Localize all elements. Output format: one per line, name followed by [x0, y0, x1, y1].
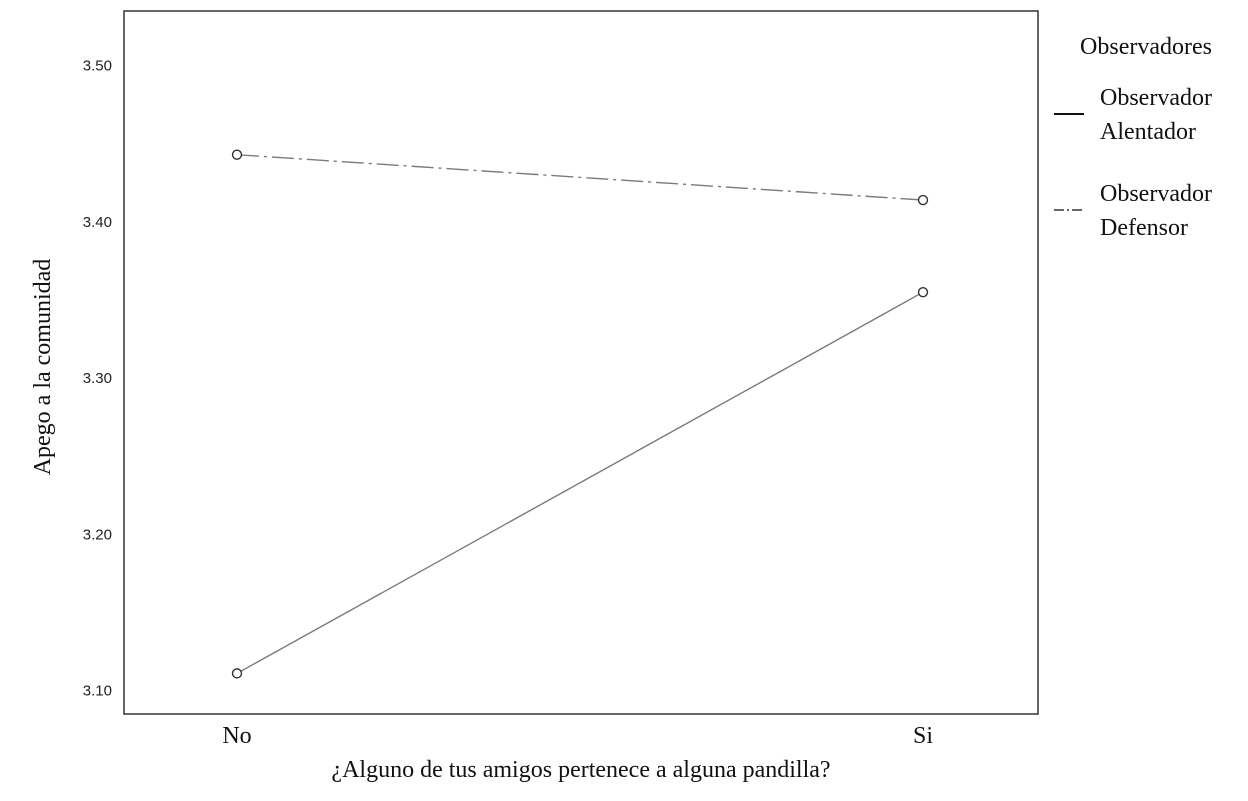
- y-tick-label: 3.40: [83, 214, 112, 231]
- data-point-observador-alentador: [917, 287, 929, 298]
- x-axis-label: ¿Alguno de tus amigos pertenece a alguna…: [331, 757, 830, 783]
- data-point-observador-defensor: [231, 149, 243, 160]
- x-tick-label: Si: [913, 723, 933, 749]
- y-tick-label: 3.20: [83, 526, 112, 543]
- data-point-observador-alentador: [231, 668, 243, 679]
- legend-label-alentador-line1: Observador: [1100, 85, 1212, 111]
- legend-title: Observadores: [1080, 34, 1212, 60]
- legend-label-alentador-line2: Alentador: [1100, 119, 1196, 145]
- legend-label-defensor-line2: Defensor: [1100, 215, 1188, 241]
- series-line-observador-alentador: [236, 291, 924, 674]
- legend: Observadores Observador Alentador Observ…: [1054, 34, 1212, 241]
- series-line-observador-defensor: [236, 154, 924, 201]
- data-point-observador-defensor: [917, 194, 929, 206]
- y-tick-label: 3.50: [83, 58, 112, 75]
- y-tick-label: 3.10: [83, 683, 112, 700]
- y-axis-ticks: 3.10 3.20 3.30 3.40 3.50: [83, 58, 112, 700]
- x-axis-ticks: No Si: [222, 723, 933, 749]
- series-group: [231, 149, 929, 679]
- x-tick-label: No: [222, 723, 251, 749]
- y-tick-label: 3.30: [83, 370, 112, 387]
- legend-label-defensor-line1: Observador: [1100, 181, 1212, 207]
- plot-area: [123, 10, 1039, 715]
- y-axis-label: Apego a la comunidad: [30, 259, 56, 476]
